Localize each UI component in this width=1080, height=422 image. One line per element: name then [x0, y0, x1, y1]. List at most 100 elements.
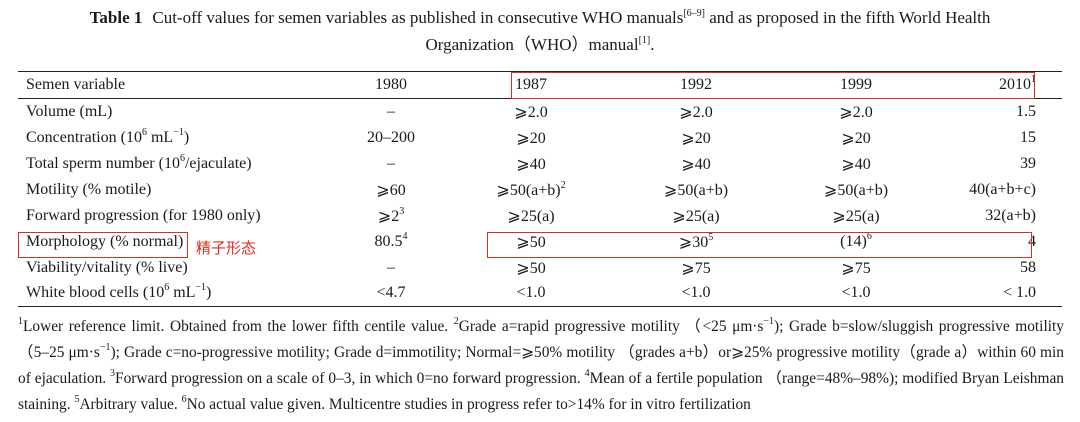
footnote-text: Grade a=rapid progressive motility （<25 … [458, 318, 764, 335]
caption-text: Organization（WHO）manual [425, 35, 639, 54]
footnote-marker: 4 [584, 368, 590, 379]
row-label: Viability/vitality (% live) [26, 258, 188, 276]
row-label: White blood cells (106 mL−1) [18, 281, 336, 307]
table-cell: ⩾50(a+b) [663, 181, 729, 199]
footnote-text: No actual value given. Multicentre studi… [186, 396, 751, 413]
footnote-marker: 2 [560, 179, 566, 191]
row-label: Forward progression (for 1980 only) [26, 206, 261, 224]
cell-value: (14) [840, 232, 867, 250]
table-cell: 32(a+b) [985, 206, 1036, 224]
row-label-text: ) [206, 284, 212, 302]
table-cell: ⩾50(a+b)2 [446, 177, 616, 203]
table-cell: 4 [1028, 232, 1036, 250]
table-footnotes: 1Lower reference limit. Obtained from th… [18, 314, 1064, 418]
cell-value: ⩾2 [377, 207, 400, 225]
footnote-marker: 2 [453, 316, 459, 327]
superscript: −1 [99, 342, 111, 353]
footnote-marker: 1 [18, 316, 23, 327]
footnote-marker: 1 [1031, 74, 1036, 85]
row-label: Total sperm number (106/ejaculate) [18, 151, 336, 177]
superscript: 6 [179, 152, 185, 164]
footnote-marker: 6 [181, 394, 187, 405]
caption-line-2: Organization（WHO）manual[1]. [0, 31, 1080, 58]
cutoff-table-container: Semen variable 1980 1987 1992 1999 20101… [18, 71, 1062, 307]
table-cell: ⩾25(a) [832, 207, 880, 225]
column-header: Semen variable [26, 76, 126, 93]
superscript: −1 [763, 316, 775, 327]
table-cell: <4.7 [376, 284, 406, 302]
table-cell: 20–200 [367, 128, 415, 146]
table-cell: < 1.0 [1002, 284, 1036, 302]
footnote-text: Mean of a fertile population （range=48%–… [18, 370, 1064, 413]
footnote-text: Forward progression on a scale of 0–3, i… [115, 370, 585, 387]
row-label-text: ) [183, 128, 190, 146]
table-caption: Table 1 Cut-off values for semen variable… [0, 4, 1080, 58]
footnote-marker: 6 [866, 230, 872, 242]
footnote-text: Arbitrary value. [79, 396, 182, 413]
column-header: 1980 [375, 76, 407, 93]
footnote-text: Lower reference limit. Obtained from the… [23, 318, 454, 335]
footnote-marker: 4 [402, 230, 408, 242]
footnote-marker: 3 [399, 205, 405, 217]
table-cell: 39 [1020, 154, 1036, 172]
table-cell: ⩾23 [336, 203, 446, 229]
row-label: Morphology (% normal) [26, 232, 184, 250]
table-cell: – [387, 102, 395, 120]
table-cell: 58 [1020, 258, 1036, 276]
table-row: Viability/vitality (% live) – ⩾50 ⩾75 ⩾7… [18, 255, 1062, 281]
table-row: Morphology (% normal) 80.54 ⩾50 ⩾305 (14… [18, 229, 1062, 255]
caption-text: and as proposed in the fifth World Healt… [705, 8, 991, 27]
table-cell: ⩾20 [516, 129, 546, 147]
table-cell: ⩾50(a+b) [823, 181, 889, 199]
highlight-box-years [511, 72, 1035, 99]
table-row: Concentration (106 mL−1) 20–200 ⩾20 ⩾20 … [18, 125, 1062, 151]
table-row: Motility (% motile) ⩾60 ⩾50(a+b)2 ⩾50(a+… [18, 177, 1062, 203]
row-label-text: White blood cells (10 [26, 284, 165, 302]
table-cell: ⩾20 [841, 129, 871, 147]
column-header: 1999 [840, 76, 872, 93]
caption-ref: [1] [638, 35, 651, 46]
superscript: −1 [173, 126, 184, 138]
row-label-text: mL [169, 284, 196, 302]
cell-value: ⩾30 [678, 233, 709, 251]
footnote-marker: 3 [110, 368, 116, 379]
cutoff-table: Semen variable 1980 1987 1992 1999 20101… [18, 71, 1062, 307]
column-header-text: 2010 [999, 76, 1031, 93]
table-cell: – [387, 154, 395, 172]
row-label-text: mL [146, 128, 174, 146]
table-cell: ⩾40 [681, 155, 711, 173]
footnote-marker: 5 [74, 394, 80, 405]
row-label-text: Total sperm number (10 [26, 154, 180, 172]
row-label: Motility (% motile) [26, 180, 152, 198]
table-cell: ⩾40 [516, 155, 546, 173]
table-cell: ⩾75 [841, 259, 871, 277]
table-cell: 80.54 [336, 229, 446, 255]
table-cell: <1.0 [841, 284, 871, 302]
table-cell: ⩾20 [681, 129, 711, 147]
highlight-box-morphology-values [487, 232, 1032, 258]
column-header: 20101 [936, 72, 1062, 99]
cell-value: 80.5 [374, 232, 403, 250]
column-header: 1992 [680, 76, 712, 93]
table-cell: ⩾60 [376, 181, 406, 199]
superscript: 6 [141, 126, 147, 138]
highlight-box-morphology-label [18, 232, 188, 258]
column-header: 1987 [515, 76, 547, 93]
table-row: White blood cells (106 mL−1) <4.7 <1.0 <… [18, 281, 1062, 307]
row-label: Concentration (106 mL−1) [18, 125, 336, 151]
cell-value: ⩾50(a+b) [496, 181, 561, 199]
row-label: Volume (mL) [26, 102, 113, 120]
table-cell: 15 [1020, 128, 1036, 146]
footnote-text: ); Grade b=slow/sluggish progressive mot… [18, 318, 1064, 361]
table-cell: ⩾50 [516, 233, 546, 251]
caption-text: . [650, 35, 655, 54]
table-row: Total sperm number (106/ejaculate) – ⩾40… [18, 151, 1062, 177]
table-cell: ⩾2.0 [679, 103, 713, 121]
caption-ref: [6–9] [683, 8, 706, 19]
table-cell: ⩾2.0 [839, 103, 873, 121]
row-label-text: Concentration (10 [26, 128, 142, 146]
table-cell: 40(a+b+c) [969, 180, 1036, 198]
caption-text: Cut-off values for semen variables as pu… [152, 8, 684, 27]
table-cell: ⩾25(a) [672, 207, 720, 225]
row-label-text: /ejaculate) [184, 154, 252, 172]
